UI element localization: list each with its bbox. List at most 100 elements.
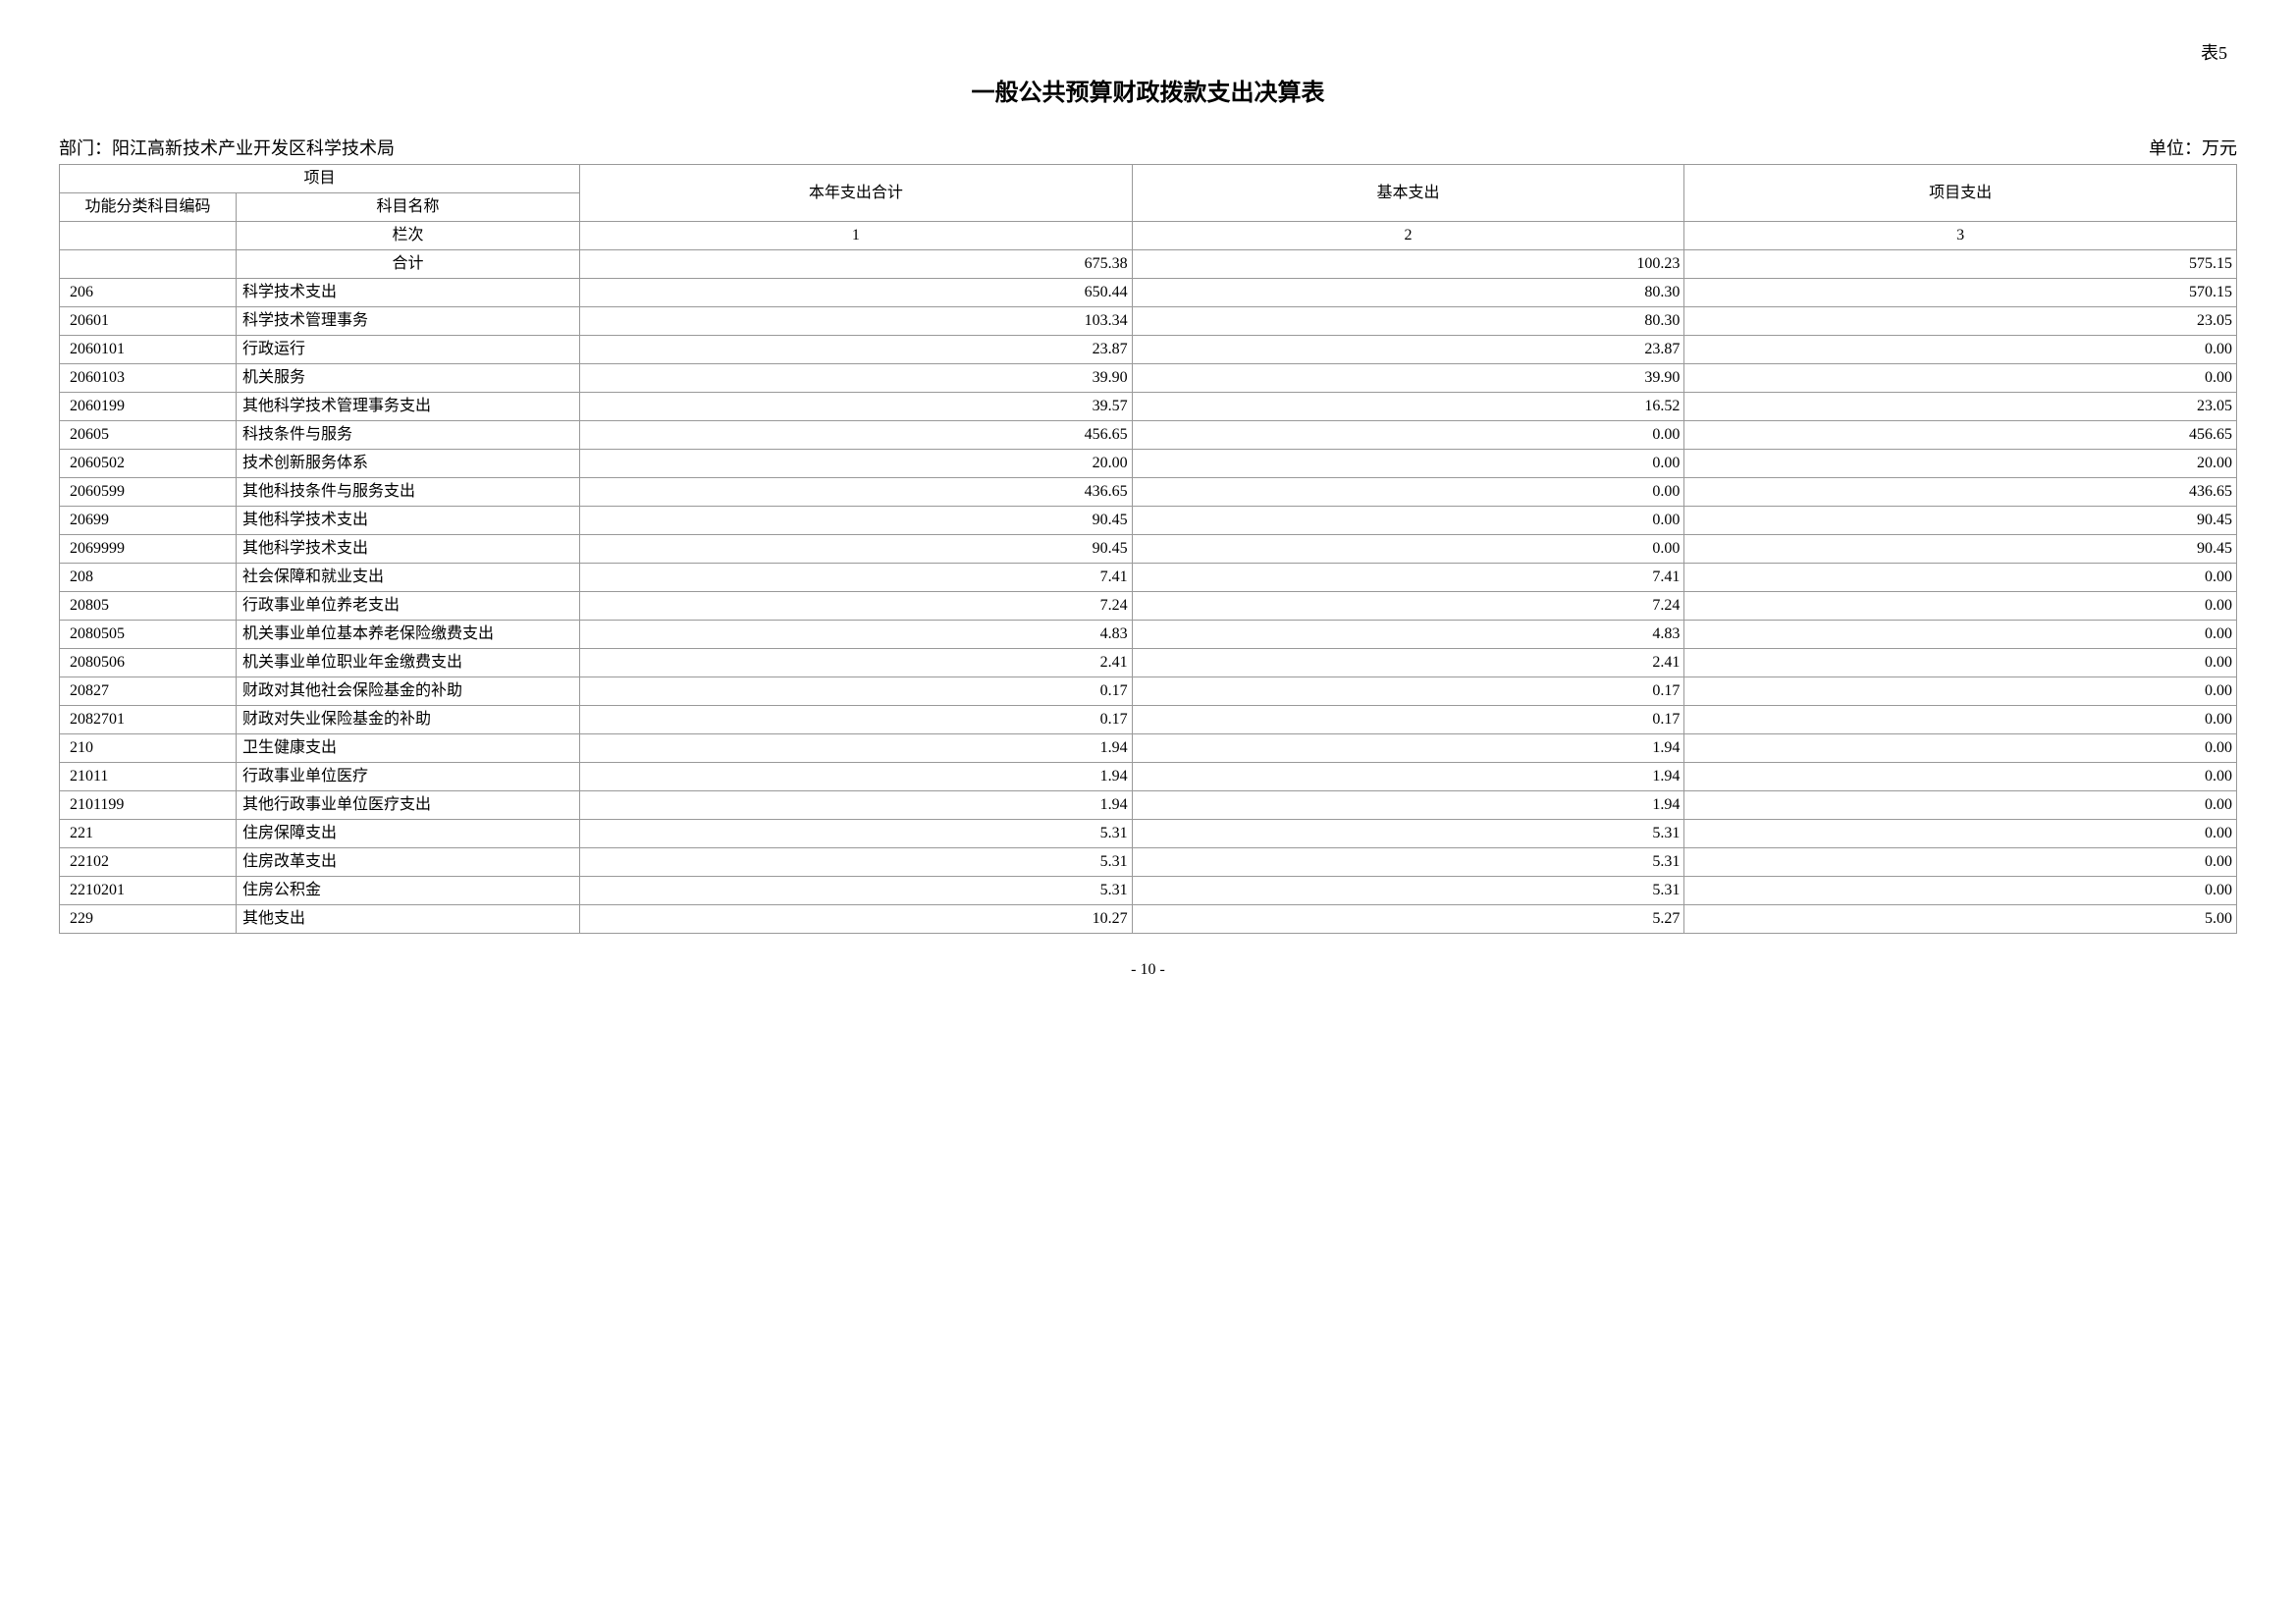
cell-name: 住房公积金 xyxy=(237,877,580,905)
cell-total: 103.34 xyxy=(580,307,1133,336)
department-label: 部门： xyxy=(59,138,112,158)
header-col3: 3 xyxy=(1684,222,2237,250)
cell-name: 科技条件与服务 xyxy=(237,421,580,450)
cell-name: 其他科学技术管理事务支出 xyxy=(237,393,580,421)
cell-project: 0.00 xyxy=(1684,649,2237,677)
cell-name: 技术创新服务体系 xyxy=(237,450,580,478)
table-row: 20699其他科学技术支出90.450.0090.45 xyxy=(60,507,2237,535)
cell-basic: 80.30 xyxy=(1132,279,1684,307)
cell-basic: 0.00 xyxy=(1132,478,1684,507)
cell-basic: 0.00 xyxy=(1132,450,1684,478)
cell-code: 2080505 xyxy=(60,621,237,649)
table-row: 208社会保障和就业支出7.417.410.00 xyxy=(60,564,2237,592)
cell-project: 20.00 xyxy=(1684,450,2237,478)
cell-project: 23.05 xyxy=(1684,393,2237,421)
meta-row: 部门：阳江高新技术产业开发区科学技术局 单位：万元 xyxy=(59,135,2237,160)
header-project-exp: 项目支出 xyxy=(1684,165,2237,222)
cell-name: 行政事业单位养老支出 xyxy=(237,592,580,621)
header-basic: 基本支出 xyxy=(1132,165,1684,222)
cell-total: 456.65 xyxy=(580,421,1133,450)
cell-basic: 80.30 xyxy=(1132,307,1684,336)
subtotal-label: 合计 xyxy=(237,250,580,279)
cell-basic: 0.00 xyxy=(1132,507,1684,535)
cell-total: 0.17 xyxy=(580,706,1133,734)
table-row: 2060599其他科技条件与服务支出436.650.00436.65 xyxy=(60,478,2237,507)
header-empty xyxy=(60,222,237,250)
cell-name: 行政运行 xyxy=(237,336,580,364)
cell-name: 财政对失业保险基金的补助 xyxy=(237,706,580,734)
cell-code: 2060199 xyxy=(60,393,237,421)
cell-total: 2.41 xyxy=(580,649,1133,677)
header-column-order: 栏次 xyxy=(237,222,580,250)
cell-code: 221 xyxy=(60,820,237,848)
cell-basic: 5.31 xyxy=(1132,820,1684,848)
cell-code: 206 xyxy=(60,279,237,307)
table-row: 2060502技术创新服务体系20.000.0020.00 xyxy=(60,450,2237,478)
cell-basic: 0.00 xyxy=(1132,535,1684,564)
subtotal-row: 合计 675.38 100.23 575.15 xyxy=(60,250,2237,279)
table-row: 22102住房改革支出5.315.310.00 xyxy=(60,848,2237,877)
cell-project: 5.00 xyxy=(1684,905,2237,934)
subtotal-project: 575.15 xyxy=(1684,250,2237,279)
table-row: 2060199其他科学技术管理事务支出39.5716.5223.05 xyxy=(60,393,2237,421)
header-col2: 2 xyxy=(1132,222,1684,250)
header-col1: 1 xyxy=(580,222,1133,250)
table-row: 21011行政事业单位医疗1.941.940.00 xyxy=(60,763,2237,791)
cell-basic: 2.41 xyxy=(1132,649,1684,677)
cell-basic: 7.24 xyxy=(1132,592,1684,621)
cell-project: 456.65 xyxy=(1684,421,2237,450)
table-row: 221住房保障支出5.315.310.00 xyxy=(60,820,2237,848)
cell-name: 其他支出 xyxy=(237,905,580,934)
cell-code: 210 xyxy=(60,734,237,763)
cell-total: 39.90 xyxy=(580,364,1133,393)
table-row: 2060103机关服务39.9039.900.00 xyxy=(60,364,2237,393)
table-row: 2080506机关事业单位职业年金缴费支出2.412.410.00 xyxy=(60,649,2237,677)
cell-project: 0.00 xyxy=(1684,706,2237,734)
cell-code: 20827 xyxy=(60,677,237,706)
header-total: 本年支出合计 xyxy=(580,165,1133,222)
subtotal-total: 675.38 xyxy=(580,250,1133,279)
cell-basic: 1.94 xyxy=(1132,763,1684,791)
cell-code: 2101199 xyxy=(60,791,237,820)
cell-code: 20605 xyxy=(60,421,237,450)
department-name: 阳江高新技术产业开发区科学技术局 xyxy=(112,138,395,158)
cell-name: 其他科学技术支出 xyxy=(237,535,580,564)
cell-basic: 39.90 xyxy=(1132,364,1684,393)
table-body: 合计 675.38 100.23 575.15 206科学技术支出650.448… xyxy=(60,250,2237,934)
subtotal-basic: 100.23 xyxy=(1132,250,1684,279)
cell-name: 住房保障支出 xyxy=(237,820,580,848)
cell-total: 20.00 xyxy=(580,450,1133,478)
table-row: 20827财政对其他社会保险基金的补助0.170.170.00 xyxy=(60,677,2237,706)
cell-total: 5.31 xyxy=(580,877,1133,905)
cell-total: 7.24 xyxy=(580,592,1133,621)
cell-project: 0.00 xyxy=(1684,791,2237,820)
table-row: 2069999其他科学技术支出90.450.0090.45 xyxy=(60,535,2237,564)
cell-name: 其他科学技术支出 xyxy=(237,507,580,535)
department: 部门：阳江高新技术产业开发区科学技术局 xyxy=(59,135,395,160)
cell-name: 机关事业单位职业年金缴费支出 xyxy=(237,649,580,677)
header-code: 功能分类科目编码 xyxy=(60,193,237,222)
cell-project: 0.00 xyxy=(1684,848,2237,877)
cell-code: 2060101 xyxy=(60,336,237,364)
table-row: 2082701财政对失业保险基金的补助0.170.170.00 xyxy=(60,706,2237,734)
cell-total: 1.94 xyxy=(580,763,1133,791)
cell-basic: 0.17 xyxy=(1132,677,1684,706)
cell-name: 机关事业单位基本养老保险缴费支出 xyxy=(237,621,580,649)
cell-name: 卫生健康支出 xyxy=(237,734,580,763)
cell-total: 23.87 xyxy=(580,336,1133,364)
cell-basic: 1.94 xyxy=(1132,791,1684,820)
cell-total: 650.44 xyxy=(580,279,1133,307)
cell-basic: 0.17 xyxy=(1132,706,1684,734)
table-row: 2210201住房公积金5.315.310.00 xyxy=(60,877,2237,905)
cell-name: 财政对其他社会保险基金的补助 xyxy=(237,677,580,706)
header-name: 科目名称 xyxy=(237,193,580,222)
unit-label: 单位：万元 xyxy=(2149,135,2237,160)
cell-basic: 7.41 xyxy=(1132,564,1684,592)
cell-project: 570.15 xyxy=(1684,279,2237,307)
cell-name: 行政事业单位医疗 xyxy=(237,763,580,791)
cell-name: 科学技术管理事务 xyxy=(237,307,580,336)
cell-code: 2082701 xyxy=(60,706,237,734)
cell-project: 0.00 xyxy=(1684,677,2237,706)
page-number: - 10 - xyxy=(59,961,2237,979)
header-project: 项目 xyxy=(60,165,580,193)
